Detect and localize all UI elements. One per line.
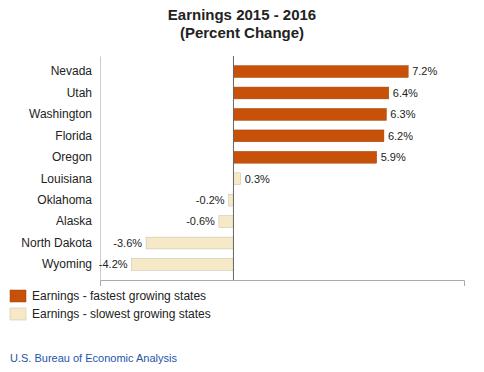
data-label: 0.3% (245, 173, 270, 185)
data-label: -0.6% (186, 215, 215, 227)
data-label: -4.2% (99, 258, 128, 270)
y-tick: Alaska (56, 214, 100, 228)
bar (219, 216, 234, 228)
bar (233, 87, 388, 99)
chart: Earnings 2015 - 2016(Percent Change) Neva… (0, 0, 484, 372)
legend-label: Earnings - fastest growing states (32, 289, 206, 303)
y-tick: North Dakota (21, 236, 100, 250)
x-axis (101, 281, 465, 287)
bar (229, 194, 234, 206)
title: Earnings 2015 - 2016(Percent Change) (168, 6, 316, 41)
legend-label: Earnings - slowest growing states (32, 307, 211, 321)
bar (146, 237, 233, 249)
data-labels: 7.2% 6.4% 6.3% 6.2% 5.9% 0.3% -0.2% -0.6% -3.6% -… (99, 65, 438, 270)
y-tick: Oklahoma (37, 193, 100, 207)
y-tick-label: Washington (29, 107, 92, 121)
legend-item: Earnings - fastest growing states (10, 289, 206, 303)
zero-line (233, 56, 234, 280)
data-label: 6.4% (393, 87, 418, 99)
y-axis: Nevada Utah Washington Florida Oregon Louisia… (21, 57, 100, 281)
y-tick: Utah (67, 86, 100, 100)
y-tick-label: Oregon (52, 150, 92, 164)
y-tick-label: Utah (67, 86, 92, 100)
data-label: 7.2% (412, 65, 437, 77)
bar (233, 173, 240, 185)
y-tick-label: Louisiana (41, 172, 93, 186)
legend-swatch (10, 308, 26, 320)
legend-item: Earnings - slowest growing states (10, 307, 211, 321)
data-label: 5.9% (381, 151, 406, 163)
annotation: U.S. Bureau of Economic Analysis (10, 352, 177, 364)
y-tick: Washington (29, 107, 100, 121)
bars (132, 66, 409, 271)
y-tick-label: Nevada (51, 64, 93, 78)
title-line: (Percent Change) (180, 24, 304, 41)
y-tick: Florida (55, 129, 100, 143)
title-line: Earnings 2015 - 2016 (168, 6, 316, 23)
data-label: 6.2% (388, 130, 413, 142)
bar (132, 259, 234, 271)
y-axis-line (100, 57, 101, 281)
bar (233, 130, 383, 142)
plot: Nevada Utah Washington Florida Oregon Louisia… (21, 56, 464, 286)
x-axis-line (101, 281, 465, 287)
legend: Earnings - fastest growing states Earning… (10, 289, 211, 321)
bar (233, 109, 386, 121)
y-tick-label: Wyoming (42, 257, 92, 271)
data-label: -0.2% (196, 194, 225, 206)
y-tick-label: Oklahoma (37, 193, 92, 207)
y-tick: Oregon (52, 150, 100, 164)
bar (233, 151, 376, 163)
y-tick-label: Florida (55, 129, 92, 143)
y-tick: Louisiana (41, 172, 100, 186)
y-tick-label: Alaska (56, 214, 92, 228)
data-label: 6.3% (390, 108, 415, 120)
y-tick: Nevada (51, 64, 100, 78)
y-tick: Wyoming (42, 257, 100, 271)
bar (233, 66, 408, 78)
y-tick-label: North Dakota (21, 236, 92, 250)
data-label: -3.6% (113, 237, 142, 249)
legend-swatch (10, 290, 26, 302)
